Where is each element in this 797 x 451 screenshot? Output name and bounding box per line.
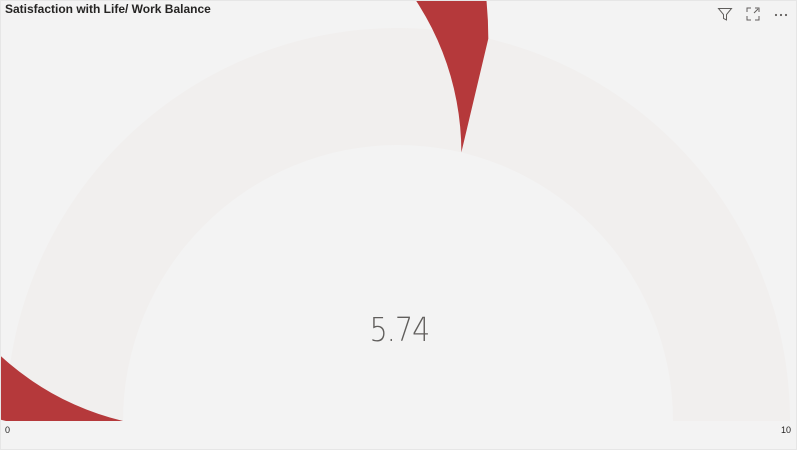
visual-header-actions: [716, 5, 790, 23]
visual-title: Satisfaction with Life/ Work Balance: [5, 2, 211, 16]
focus-mode-icon[interactable]: [744, 5, 762, 23]
gauge-value-label: 5.74: [369, 310, 431, 349]
gauge-track: [6, 28, 790, 421]
gauge-min-label: 0: [5, 425, 11, 435]
filter-icon[interactable]: [716, 5, 734, 23]
gauge-max-label: 10: [780, 425, 791, 435]
more-options-icon[interactable]: [772, 5, 790, 23]
gauge-fill-arc[interactable]: [1, 1, 489, 421]
